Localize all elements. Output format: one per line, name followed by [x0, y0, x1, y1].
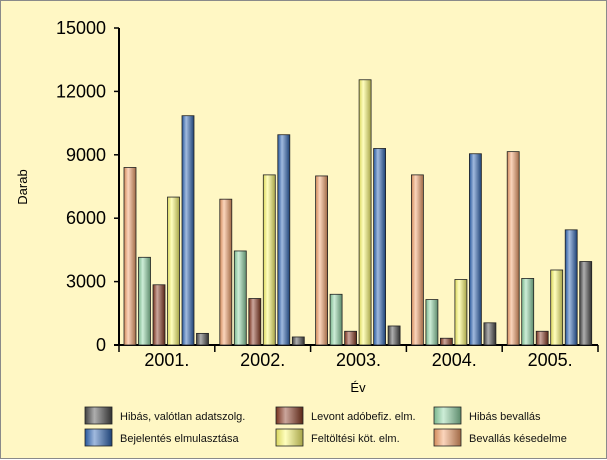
- bar: [167, 196, 180, 346]
- legend-swatch: [84, 406, 113, 425]
- bar: [373, 148, 387, 346]
- y-tick-label: 9000: [66, 145, 106, 165]
- legend-swatch: [433, 428, 462, 447]
- y-axis-label: Darab: [15, 169, 30, 204]
- bar: [123, 167, 137, 346]
- legend-label: Levont adóbefiz. elm.: [311, 411, 416, 423]
- legend-swatch: [275, 406, 304, 425]
- y-tick-label: 12000: [56, 81, 106, 101]
- bar: [344, 330, 358, 346]
- x-tick-label: 2001.: [144, 350, 189, 370]
- x-axis-label: Év: [350, 380, 366, 395]
- y-tick-label: 0: [96, 335, 106, 355]
- bar: [521, 278, 535, 346]
- x-tick-label: 2003.: [336, 350, 381, 370]
- bar: [535, 330, 549, 346]
- bars: [123, 79, 593, 346]
- bar: [564, 229, 578, 346]
- bar: [387, 325, 401, 346]
- bar: [579, 261, 593, 346]
- bar: [138, 256, 151, 346]
- bar: [454, 279, 468, 346]
- x-tick-label: 2002.: [240, 350, 285, 370]
- bar: [181, 115, 195, 346]
- bar: [358, 79, 372, 346]
- bar: [550, 269, 564, 346]
- bar: [277, 134, 291, 346]
- y-axis-ticks: 0 3000 6000 9000 12000 15000: [56, 18, 119, 355]
- bar: [262, 174, 276, 346]
- legend-label: Hibás bevallás: [469, 411, 541, 423]
- legend-label: Feltöltési köt. elm.: [311, 433, 400, 445]
- legend: Hibás, valótlan adatszolg. Levont adóbefi…: [84, 406, 567, 447]
- y-tick-label: 3000: [66, 272, 106, 292]
- legend-swatch: [433, 406, 462, 425]
- bar: [329, 293, 343, 346]
- bar: [152, 284, 166, 346]
- x-tick-label: 2004.: [432, 350, 477, 370]
- legend-label: Bejelentés elmulasztása: [120, 433, 240, 445]
- y-tick-label: 15000: [56, 18, 106, 38]
- legend-label: Hibás, valótlan adatszolg.: [120, 411, 245, 423]
- legend-label: Bevallás késedelme: [469, 433, 567, 445]
- bar: [439, 337, 453, 346]
- bar: [483, 322, 497, 346]
- bar: [219, 198, 233, 346]
- x-axis-ticks: 2001. 2002. 2003. 2004. 2005.: [118, 345, 599, 370]
- legend-swatch: [275, 428, 304, 447]
- legend-swatch: [84, 428, 113, 447]
- bar: [425, 299, 439, 346]
- bar: [248, 298, 262, 346]
- y-tick-label: 6000: [66, 208, 106, 228]
- bar: [410, 174, 424, 346]
- bar: [506, 151, 520, 346]
- bar: [196, 332, 209, 346]
- bar: [233, 250, 247, 346]
- bar: [315, 175, 329, 346]
- bar: [468, 153, 482, 346]
- bar: [291, 336, 305, 346]
- x-tick-label: 2005.: [528, 350, 573, 370]
